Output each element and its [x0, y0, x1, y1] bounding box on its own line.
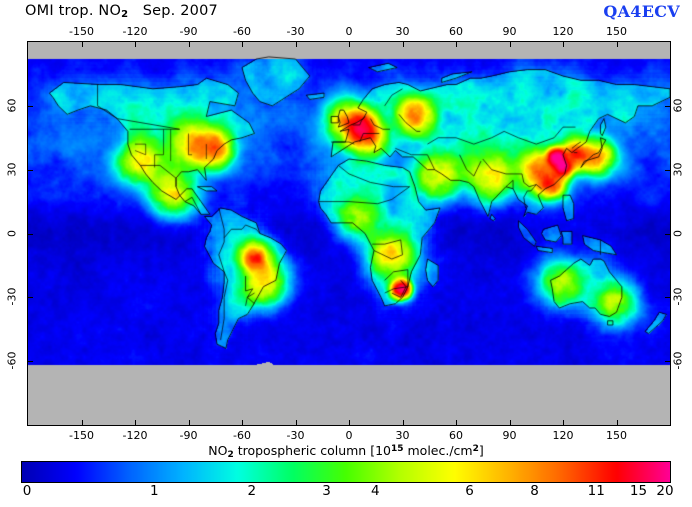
title-subscript: 2 — [121, 9, 129, 20]
colorbar-tick-label: 6 — [465, 483, 474, 499]
lon-label-bottom: -60 — [233, 429, 251, 442]
lon-label-top: -120 — [122, 25, 148, 38]
lon-label-bottom: 150 — [606, 429, 627, 442]
lon-label-top: -60 — [233, 25, 251, 38]
map-plot-area — [27, 41, 671, 426]
lon-label-bottom: 0 — [345, 429, 353, 442]
colorbar-tick-label: 2 — [247, 483, 257, 499]
colorbar-tick-label: 1 — [149, 483, 159, 499]
colorbar-title: NO2 tropospheric column [1015 molec./cm2… — [208, 443, 484, 460]
lat-label-right: -30 — [671, 287, 685, 306]
lat-label-left: 60 — [5, 98, 19, 113]
lon-tick-top — [135, 42, 136, 47]
colorbar-tick-label: 20 — [656, 483, 674, 499]
lat-label-right: 30 — [671, 162, 685, 177]
lon-tick-bottom — [509, 420, 511, 425]
lon-tick-bottom — [402, 420, 404, 425]
lon-label-bottom: -150 — [69, 429, 94, 442]
lon-label-top: 30 — [395, 25, 410, 38]
lat-label-left: -60 — [5, 351, 19, 370]
lon-tick-top — [616, 42, 618, 47]
lon-label-bottom: 60 — [449, 429, 463, 442]
colorbar-tick-label: 3 — [322, 483, 331, 499]
lat-label-left: 0 — [5, 229, 19, 237]
lon-label-top: 120 — [552, 25, 574, 38]
colorbar-tick-label: 15 — [629, 483, 648, 499]
lon-label-bottom: 90 — [502, 429, 517, 442]
lon-label-top: 90 — [502, 25, 517, 38]
lon-label-bottom: -120 — [122, 429, 148, 442]
lat-tick-left — [28, 233, 33, 235]
no2-heatmap-canvas — [28, 42, 670, 425]
colorbar-tick-label: 0 — [22, 483, 32, 499]
lat-tick-right — [665, 233, 670, 235]
lat-tick-left — [28, 169, 33, 171]
lon-tick-top — [188, 42, 190, 47]
lat-label-right: 0 — [671, 229, 685, 237]
lon-tick-bottom — [188, 420, 190, 425]
colorbar — [21, 461, 671, 483]
lon-label-top: -150 — [69, 25, 94, 38]
lat-label-right: -60 — [671, 351, 685, 370]
lon-label-top: -90 — [179, 25, 198, 38]
colorbar-tick-label: 11 — [587, 483, 605, 499]
lon-tick-bottom — [81, 420, 83, 425]
lon-label-top: 150 — [606, 25, 627, 38]
lat-tick-left — [28, 361, 33, 363]
lat-tick-right — [665, 297, 670, 299]
lon-label-top: -30 — [286, 25, 305, 38]
lat-label-right: 60 — [671, 98, 685, 113]
colorbar-tick-label: 4 — [370, 483, 380, 499]
lon-tick-top — [402, 42, 404, 47]
lon-tick-bottom — [563, 420, 564, 425]
lon-label-bottom: 120 — [552, 429, 574, 442]
lon-label-bottom: -90 — [179, 429, 198, 442]
lon-label-bottom: -30 — [286, 429, 305, 442]
lat-tick-right — [665, 169, 670, 171]
page-title: OMI trop. NO2 Sep. 2007 — [25, 3, 218, 20]
lon-tick-top — [563, 42, 564, 47]
lon-tick-bottom — [349, 420, 350, 425]
lon-tick-top — [509, 42, 511, 47]
colorbar-tick-label: 8 — [530, 483, 539, 499]
lat-tick-right — [665, 105, 670, 107]
lon-label-top: 60 — [449, 25, 463, 38]
lon-tick-top — [81, 42, 83, 47]
title-species: OMI trop. NO — [25, 3, 122, 19]
lat-tick-left — [28, 297, 33, 299]
lon-tick-top — [242, 42, 243, 47]
lon-label-top: 0 — [345, 25, 353, 38]
lon-label-bottom: 30 — [395, 429, 410, 442]
lat-tick-right — [665, 361, 670, 363]
lon-tick-bottom — [242, 420, 243, 425]
qa4ecv-logo: QA4ECV — [603, 2, 680, 21]
lon-tick-bottom — [295, 420, 297, 425]
lon-tick-top — [349, 42, 350, 47]
lat-tick-left — [28, 105, 33, 107]
lat-label-left: -30 — [5, 287, 19, 306]
title-date: Sep. 2007 — [142, 3, 218, 19]
lat-label-left: 30 — [5, 162, 19, 177]
colorbar-gradient — [22, 462, 670, 482]
lon-tick-top — [295, 42, 297, 47]
lon-tick-bottom — [135, 420, 136, 425]
lon-tick-bottom — [456, 420, 457, 425]
lon-tick-bottom — [616, 420, 618, 425]
lon-tick-top — [456, 42, 457, 47]
